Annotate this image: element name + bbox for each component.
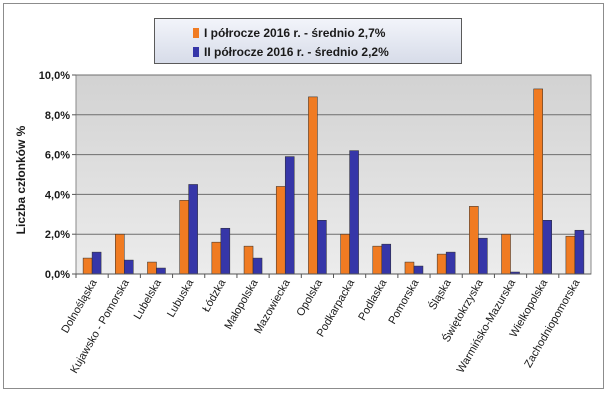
legend: I półrocze 2016 r. - średnio 2,7% II pół… xyxy=(154,18,462,64)
bar-series-1 xyxy=(404,261,415,275)
y-tick-label: 4,0% xyxy=(45,189,70,201)
plot-area xyxy=(75,74,592,275)
bar-series-2 xyxy=(349,150,359,275)
y-tick-label: 2,0% xyxy=(45,229,70,241)
legend-label-series-2: II półrocze 2016 r. - średnio 2,2% xyxy=(204,44,389,59)
bar-series-2 xyxy=(381,243,392,275)
x-tick-label: Podlaska xyxy=(356,277,389,323)
plot-background xyxy=(75,74,592,275)
bar-series-1 xyxy=(469,206,479,275)
x-tick-label: Lubelska xyxy=(132,277,165,322)
bar-series-1 xyxy=(82,257,93,275)
bar-series-1 xyxy=(115,233,125,275)
legend-swatch-orange xyxy=(193,27,199,38)
bar-series-1 xyxy=(565,235,576,275)
bar-series-2 xyxy=(542,220,552,275)
x-tick-label: Warmińsko-Mazurska xyxy=(455,277,519,376)
bar-series-1 xyxy=(275,186,286,275)
legend-item-series-1: I półrocze 2016 r. - średnio 2,7% xyxy=(193,23,461,42)
y-tick-label: 8,0% xyxy=(45,110,70,122)
y-axis-label: Liczba członków % xyxy=(14,125,28,234)
x-tick-label: Lubuska xyxy=(165,277,197,320)
bar-series-2 xyxy=(124,259,134,275)
bar-series-1 xyxy=(436,253,447,275)
bar-series-1 xyxy=(501,233,511,275)
bar-series-2 xyxy=(220,227,231,275)
x-tick-label: Opolska xyxy=(294,277,325,319)
x-tick-label: Śląska xyxy=(426,276,454,312)
bar-series-1 xyxy=(211,241,222,275)
bar-series-1 xyxy=(308,96,318,275)
bar-series-2 xyxy=(413,265,424,275)
bar-series-1 xyxy=(340,233,350,275)
y-tick-label: 0,0% xyxy=(45,269,70,281)
bar-series-2 xyxy=(252,257,263,275)
bar-series-2 xyxy=(156,267,166,275)
bar-series-2 xyxy=(188,184,198,275)
x-tick-label: Kujawsko - Pomorska xyxy=(68,277,132,376)
legend-swatch-blue xyxy=(193,46,199,57)
x-tick-label: Łódzka xyxy=(200,277,229,314)
bar-series-2 xyxy=(574,229,585,275)
bar-series-1 xyxy=(533,88,543,275)
y-tick-label: 6,0% xyxy=(45,150,70,162)
bar-series-2 xyxy=(478,237,488,275)
x-tick-label: Pomorska xyxy=(386,277,422,327)
legend-item-series-2: II półrocze 2016 r. - średnio 2,2% xyxy=(193,42,461,61)
bar-series-2 xyxy=(445,251,456,275)
y-tick-label: 10,0% xyxy=(39,70,70,82)
legend-label-series-1: I półrocze 2016 r. - średnio 2,7% xyxy=(204,25,386,40)
bar-series-1 xyxy=(372,245,383,275)
bar-series-2 xyxy=(91,251,102,275)
bar-series-1 xyxy=(243,245,254,275)
bar-series-2 xyxy=(284,156,295,275)
y-axis: 0,0% 2,0% 4,0% 6,0% 8,0% 10,0% xyxy=(39,70,76,281)
bars xyxy=(82,88,585,275)
bar-series-1 xyxy=(147,261,157,275)
bar-series-2 xyxy=(317,220,327,275)
bar-series-1 xyxy=(179,200,189,275)
